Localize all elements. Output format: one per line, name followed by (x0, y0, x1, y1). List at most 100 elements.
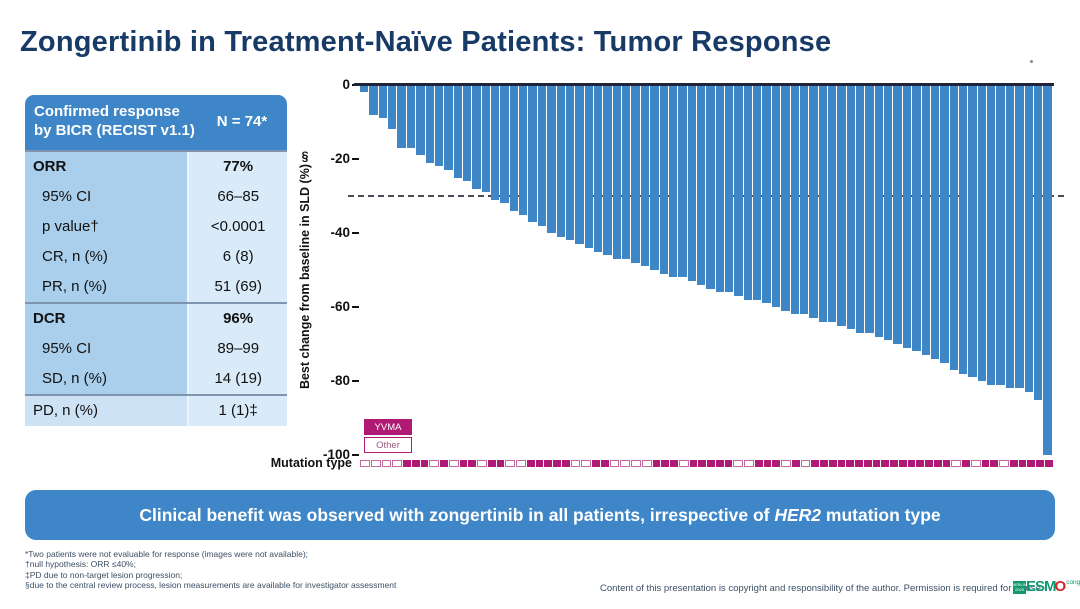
waterfall-bar (397, 85, 406, 148)
waterfall-bar (809, 85, 818, 319)
table-row-label: 95% CI (25, 333, 188, 364)
banner-gene: HER2 (774, 504, 822, 525)
waterfall-bar (1033, 85, 1043, 400)
waterfall-bar (668, 85, 678, 278)
mutation-square-yvma (403, 459, 411, 467)
mutation-square-yvma (828, 459, 837, 467)
table-row: SD, n (%) 14 (19) (25, 363, 287, 394)
y-axis-title: Best change from baseline in SLD (%)§ (296, 85, 314, 455)
mutation-square-yvma (820, 459, 828, 467)
response-table-body: ORR 77% 95% CI 66–85 p value† <0.0001 CR, n (%… (25, 149, 287, 426)
reference-line-minus30 (348, 195, 1064, 197)
waterfall-bar (893, 85, 902, 344)
waterfall-bar (949, 85, 958, 370)
table-row-value: 1 (1)‡ (187, 395, 287, 426)
mutation-square-yvma (1027, 459, 1035, 467)
mutation-square-yvma (981, 459, 990, 467)
waterfall-bar (706, 85, 715, 289)
mutation-square-other (678, 459, 689, 467)
y-tick-mark (352, 158, 359, 160)
table-row-label: DCR (25, 303, 188, 334)
esmo-logo-text: ESM (1026, 578, 1056, 595)
mutation-square-yvma (791, 459, 800, 467)
waterfall-bar (968, 85, 977, 378)
esmo-congress-logo: BERLIN 2025 ESM O congress (1012, 578, 1080, 595)
mutation-square-other (744, 459, 754, 467)
mutation-square-yvma (925, 459, 933, 467)
y-tick-label: -100 (322, 447, 350, 462)
table-row-value: 66–85 (187, 181, 287, 212)
conclusion-banner: Clinical benefit was observed with zonge… (25, 490, 1055, 540)
zero-baseline (354, 83, 1054, 86)
table-row: DCR 96% (25, 301, 287, 334)
mutation-square-other (781, 459, 791, 467)
mutation-square-other (999, 459, 1009, 467)
mutation-square-yvma (837, 459, 846, 467)
mutation-square-yvma (811, 459, 819, 467)
table-row-label: SD, n (%) (25, 363, 188, 394)
mutation-square-yvma (420, 459, 429, 467)
waterfall-bar (715, 85, 725, 293)
banner-text-before: Clinical benefit was observed with zonge… (139, 504, 775, 525)
mutation-square-other (448, 459, 459, 467)
copyright-notice: Content of this presentation is copyrigh… (600, 583, 1044, 594)
waterfall-bar (622, 85, 631, 259)
mutation-square-other (429, 459, 439, 467)
mutation-square-yvma (772, 459, 780, 467)
waterfall-bar (827, 85, 837, 322)
mutation-square-yvma (689, 459, 698, 467)
mutation-square-yvma (962, 459, 970, 467)
mutation-square-yvma (942, 459, 951, 467)
waterfall-bar (631, 85, 640, 263)
table-row-value: <0.0001 (187, 211, 287, 242)
waterfall-bar (369, 85, 378, 115)
mutation-square-yvma (459, 459, 468, 467)
mutation-square-yvma (1044, 459, 1053, 467)
y-tick-label: -40 (330, 225, 350, 240)
confirmed-response-table: Confirmed response by BICR (RECIST v1.1)… (25, 95, 287, 426)
mutation-square-yvma (933, 459, 942, 467)
table-row-label: CR, n (%) (25, 241, 188, 272)
table-row: CR, n (%) 6 (8) (25, 241, 287, 272)
y-tick-label: -80 (330, 373, 350, 388)
waterfall-bar (977, 85, 987, 381)
table-row: 95% CI 89–99 (25, 333, 287, 364)
mutation-square-other (381, 459, 392, 467)
banner-text-after: mutation type (821, 504, 941, 525)
mutation-square-other (370, 459, 381, 467)
table-row-label: ORR (25, 151, 188, 182)
mutation-square-yvma (890, 459, 898, 467)
waterfall-bar (940, 85, 949, 363)
mutation-square-other (641, 459, 652, 467)
mutation-square-yvma (661, 459, 669, 467)
mutation-square-yvma (526, 459, 535, 467)
waterfall-bar (472, 85, 481, 189)
waterfall-bar (818, 85, 827, 322)
mutation-square-yvma (863, 459, 872, 467)
table-row-value: 89–99 (187, 333, 287, 364)
waterfall-bar (846, 85, 856, 330)
mutation-square-other (800, 459, 811, 467)
waterfall-bar (790, 85, 799, 315)
waterfall-bar (481, 85, 491, 193)
waterfall-bar (425, 85, 434, 163)
waterfall-bar (612, 85, 622, 259)
waterfall-bar (696, 85, 706, 285)
waterfall-bar (687, 85, 696, 282)
waterfall-bar (884, 85, 893, 341)
mutation-square-other (581, 459, 591, 467)
table-row: ORR 77% (25, 149, 287, 182)
mutation-square-yvma (411, 459, 420, 467)
legend-other: Other (364, 437, 412, 453)
waterfall-bar (1043, 85, 1052, 455)
waterfall-bar (360, 85, 369, 93)
waterfall-bar (491, 85, 500, 200)
mutation-square-other (477, 459, 487, 467)
table-row-value: 96% (187, 303, 287, 334)
waterfall-bar (650, 85, 659, 270)
mutation-square-yvma (907, 459, 916, 467)
y-tick-mark (352, 454, 359, 456)
waterfall-bar (781, 85, 790, 311)
waterfall-bar (837, 85, 846, 326)
waterfall-bar (996, 85, 1005, 385)
